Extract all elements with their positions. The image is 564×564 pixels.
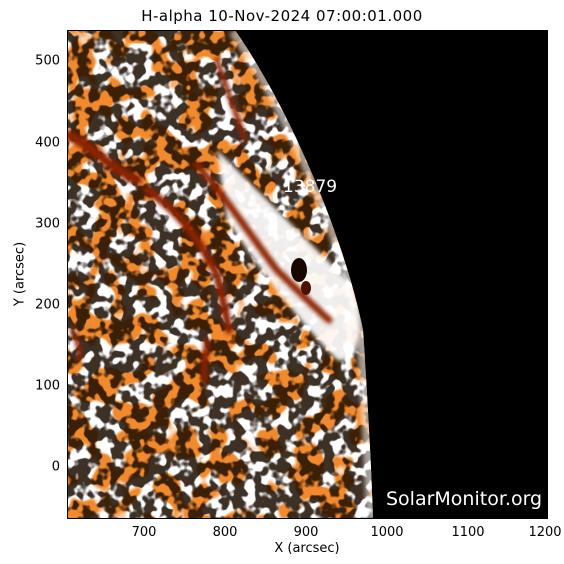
y-tick-200: 200 <box>35 297 60 313</box>
x-tick-1200: 1200 <box>528 525 562 540</box>
plage-region <box>217 150 360 361</box>
x-axis-label: X (arcsec) <box>274 541 340 556</box>
active-region-label: 13879 <box>283 177 338 197</box>
limb-brightening <box>229 30 373 519</box>
x-tick-800: 800 <box>212 525 238 540</box>
solarmonitor-watermark: SolarMonitor.org <box>386 488 543 510</box>
y-tick-500: 500 <box>35 53 60 69</box>
y-tick-300: 300 <box>35 216 60 232</box>
x-tick-1100: 1100 <box>451 525 485 540</box>
x-tick-700: 700 <box>131 525 157 540</box>
y-axis-label: Y (arcsec) <box>12 241 28 307</box>
x-tick-900: 900 <box>293 525 319 540</box>
solar-limb-image <box>67 30 548 519</box>
x-tick-1000: 1000 <box>370 525 404 540</box>
y-tick-0: 0 <box>51 459 60 475</box>
y-tick-400: 400 <box>35 135 60 151</box>
filaments <box>67 57 333 383</box>
y-tick-100: 100 <box>35 378 60 394</box>
sunspot <box>291 258 307 282</box>
image-title: H-alpha 10-Nov-2024 07:00:01.000 <box>141 7 423 25</box>
